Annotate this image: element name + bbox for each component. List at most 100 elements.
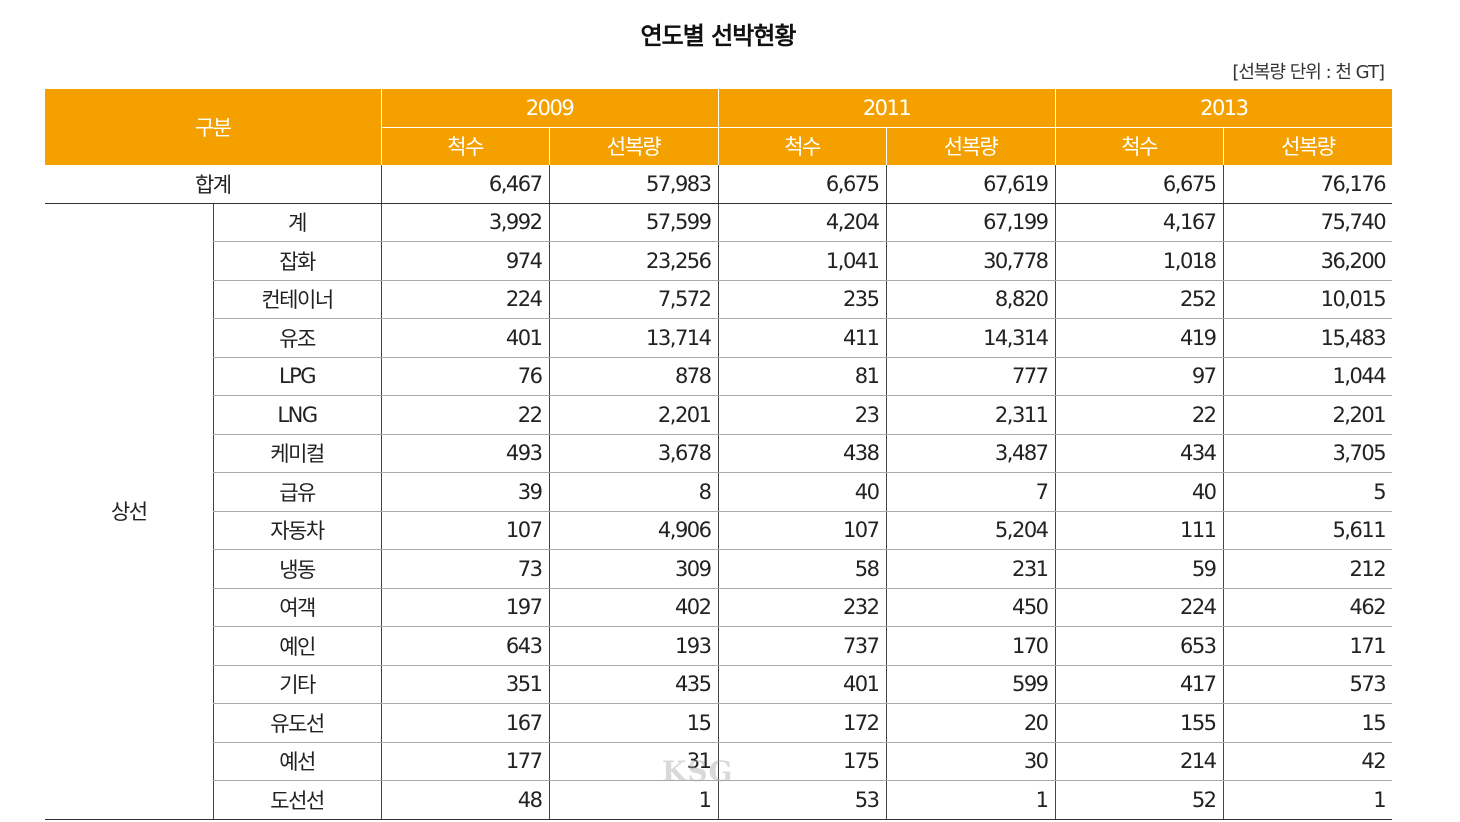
table-cell: 15 bbox=[1222, 703, 1393, 743]
table-cell: 3,992 bbox=[380, 203, 550, 242]
table-cell: 599 bbox=[885, 665, 1056, 704]
header-tonnage: 선복량 bbox=[885, 126, 1056, 165]
table-cell: 493 bbox=[380, 434, 550, 473]
table-cell: 3,678 bbox=[548, 434, 719, 473]
table-cell: 4,167 bbox=[1054, 203, 1224, 242]
table-cell: 177 bbox=[380, 742, 550, 781]
row-label: 예선 bbox=[212, 742, 382, 781]
table-cell: 40 bbox=[717, 472, 887, 512]
table-cell: 212 bbox=[1222, 549, 1393, 589]
table-cell: 1 bbox=[885, 780, 1056, 820]
table-cell: 15 bbox=[548, 703, 719, 743]
table-cell: 40 bbox=[1054, 472, 1224, 512]
table-cell: 57,983 bbox=[548, 165, 719, 204]
table-cell: 67,619 bbox=[885, 165, 1056, 204]
table-cell: 4,204 bbox=[717, 203, 887, 242]
table-cell: 1,018 bbox=[1054, 241, 1224, 281]
table-cell: 39 bbox=[380, 472, 550, 512]
row-label: 예인 bbox=[212, 626, 382, 666]
table-row: 냉동 73 309 58 231 59 212 bbox=[45, 549, 1393, 589]
row-label: 계 bbox=[212, 203, 382, 242]
table-cell: 58 bbox=[717, 549, 887, 589]
row-label: 유도선 bbox=[212, 703, 382, 743]
table-cell: 974 bbox=[380, 241, 550, 281]
table-cell: 15,483 bbox=[1222, 318, 1393, 358]
table-cell: 450 bbox=[885, 588, 1056, 627]
table-row: 컨테이너 224 7,572 235 8,820 252 10,015 bbox=[45, 280, 1393, 319]
table-cell: 20 bbox=[885, 703, 1056, 743]
row-label: 여객 bbox=[212, 588, 382, 627]
header-year-2011: 2011 bbox=[717, 88, 1056, 127]
header-year-2009: 2009 bbox=[380, 88, 719, 127]
row-label: 잡화 bbox=[212, 241, 382, 281]
table-cell: 155 bbox=[1054, 703, 1224, 743]
table-cell: 170 bbox=[885, 626, 1056, 666]
table-cell: 435 bbox=[548, 665, 719, 704]
table-cell: 2,311 bbox=[885, 395, 1056, 435]
table-cell: 777 bbox=[885, 357, 1056, 396]
table-cell: 76 bbox=[380, 357, 550, 396]
table-cell: 30 bbox=[885, 742, 1056, 781]
table-cell: 23 bbox=[717, 395, 887, 435]
table-cell: 31 bbox=[548, 742, 719, 781]
table-cell: 81 bbox=[717, 357, 887, 396]
row-label: LNG bbox=[212, 395, 382, 435]
table-cell: 231 bbox=[885, 549, 1056, 589]
table-cell: 111 bbox=[1054, 511, 1224, 550]
table-cell: 419 bbox=[1054, 318, 1224, 358]
watermark-logo: KSG bbox=[662, 755, 734, 788]
table-cell: 1,044 bbox=[1222, 357, 1393, 396]
table-cell: 3,705 bbox=[1222, 434, 1393, 473]
row-label: 컨테이너 bbox=[212, 280, 382, 319]
table-cell: 232 bbox=[717, 588, 887, 627]
table-cell: 10,015 bbox=[1222, 280, 1393, 319]
table-cell: 235 bbox=[717, 280, 887, 319]
table-cell: 36,200 bbox=[1222, 241, 1393, 281]
header-tonnage: 선복량 bbox=[548, 126, 719, 165]
table-cell: 878 bbox=[548, 357, 719, 396]
table-cell: 4,906 bbox=[548, 511, 719, 550]
table-row: 유조 401 13,714 411 14,314 419 15,483 bbox=[45, 318, 1393, 358]
table-cell: 252 bbox=[1054, 280, 1224, 319]
table-cell: 653 bbox=[1054, 626, 1224, 666]
table-cell: 76,176 bbox=[1222, 165, 1393, 204]
table-row: 유도선 167 15 172 20 155 15 bbox=[45, 703, 1393, 743]
table-row: LNG 22 2,201 23 2,311 22 2,201 bbox=[45, 395, 1393, 435]
table-row: 기타 351 435 401 599 417 573 bbox=[45, 665, 1393, 704]
table-cell: 57,599 bbox=[548, 203, 719, 242]
table-cell: 42 bbox=[1222, 742, 1393, 781]
table-cell: 6,675 bbox=[1054, 165, 1224, 204]
table-cell: 417 bbox=[1054, 665, 1224, 704]
table-cell: 97 bbox=[1054, 357, 1224, 396]
table-cell: 351 bbox=[380, 665, 550, 704]
table-cell: 573 bbox=[1222, 665, 1393, 704]
table-cell: 6,467 bbox=[380, 165, 550, 204]
table-cell: 401 bbox=[717, 665, 887, 704]
table-cell: 2,201 bbox=[1222, 395, 1393, 435]
table-cell: 7 bbox=[885, 472, 1056, 512]
table-row-total: 합계 6,467 57,983 6,675 67,619 6,675 76,17… bbox=[45, 165, 1393, 204]
table-row: 자동차 107 4,906 107 5,204 111 5,611 bbox=[45, 511, 1393, 550]
row-label: 냉동 bbox=[212, 549, 382, 589]
table-cell: 193 bbox=[548, 626, 719, 666]
table-cell: 197 bbox=[380, 588, 550, 627]
table-cell: 6,675 bbox=[717, 165, 887, 204]
table-cell: 224 bbox=[1054, 588, 1224, 627]
header-count: 척수 bbox=[717, 126, 887, 165]
table-cell: 737 bbox=[717, 626, 887, 666]
header-tonnage: 선복량 bbox=[1222, 126, 1393, 165]
table-cell: 22 bbox=[1054, 395, 1224, 435]
table-cell: 23,256 bbox=[548, 241, 719, 281]
table-cell: 53 bbox=[717, 780, 887, 820]
table-cell: 8,820 bbox=[885, 280, 1056, 319]
table-cell: 52 bbox=[1054, 780, 1224, 820]
table-cell: 1,041 bbox=[717, 241, 887, 281]
table-cell: 643 bbox=[380, 626, 550, 666]
table-cell: 59 bbox=[1054, 549, 1224, 589]
row-label: 기타 bbox=[212, 665, 382, 704]
header-count: 척수 bbox=[380, 126, 550, 165]
table-cell: 75,740 bbox=[1222, 203, 1393, 242]
table-cell: 172 bbox=[717, 703, 887, 743]
table-cell: 214 bbox=[1054, 742, 1224, 781]
table-cell: 438 bbox=[717, 434, 887, 473]
